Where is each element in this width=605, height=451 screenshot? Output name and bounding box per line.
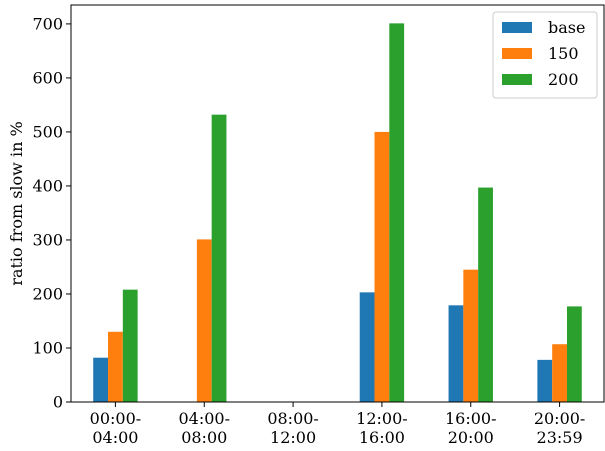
legend-label-base: base <box>548 18 585 37</box>
x-tick-label: 00:00-04:00 <box>90 409 142 447</box>
bar-150-0 <box>108 331 123 402</box>
y-axis: 0 100 200 300 400 500 600 700 <box>32 14 71 412</box>
x-tick-label: 20:00-23:59 <box>534 409 586 447</box>
plot-frame <box>70 4 605 403</box>
x-tick-label: 04:00-08:00 <box>178 409 230 447</box>
x-tick-label: 08:00-12:00 <box>267 409 319 447</box>
bar-200-3 <box>389 23 405 403</box>
bar-150-3 <box>374 131 390 402</box>
bar-base-4 <box>448 305 464 402</box>
x-tick-label: 16:00-20:00 <box>445 409 497 447</box>
bar-150-5 <box>552 344 567 402</box>
legend: base 150 200 <box>492 11 598 99</box>
bar-base-3 <box>359 292 375 402</box>
y-axis-label: ratio from slow in % <box>7 121 26 285</box>
bar-200-0 <box>122 289 138 402</box>
y-tick-label: 500 <box>32 122 63 141</box>
legend-swatch-base <box>502 22 532 33</box>
y-tick-label: 300 <box>32 230 63 249</box>
y-tick-label: 400 <box>32 176 63 195</box>
bars-group <box>93 23 582 403</box>
bar-base-0 <box>93 357 109 402</box>
y-tick-label: 0 <box>53 393 63 412</box>
y-tick-label: 100 <box>32 338 63 357</box>
y-tick-label: 700 <box>32 14 63 33</box>
bar-150-4 <box>463 269 479 402</box>
y-tick-label: 200 <box>32 284 63 303</box>
legend-swatch-200 <box>502 74 532 85</box>
bar-200-5 <box>566 306 582 402</box>
x-axis: 00:00-04:00 04:00-08:00 08:00-12:00 12:00-1… <box>90 402 586 447</box>
legend-label-150: 150 <box>548 44 579 63</box>
x-tick-label: 12:00-16:00 <box>356 409 408 447</box>
legend-swatch-150 <box>502 48 532 59</box>
bar-base-5 <box>537 359 553 402</box>
bar-200-1 <box>211 114 227 403</box>
y-tick-label: 600 <box>32 68 63 87</box>
bar-200-4 <box>478 187 493 402</box>
bar-150-1 <box>196 239 212 402</box>
legend-label-200: 200 <box>548 70 579 89</box>
